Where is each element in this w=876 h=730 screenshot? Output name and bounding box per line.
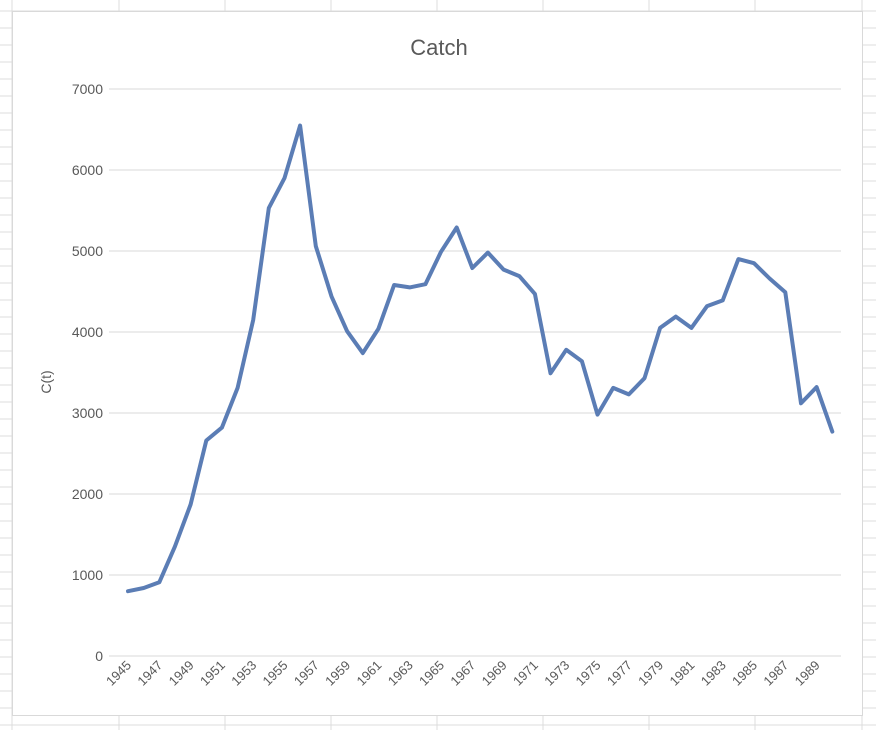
x-tick-label: 1987: [760, 658, 791, 689]
y-tick-label: 3000: [72, 405, 103, 421]
x-tick-label: 1953: [228, 658, 259, 689]
y-tick-label: 6000: [72, 162, 103, 178]
y-tick-label: 5000: [72, 243, 103, 259]
x-tick-label: 1977: [604, 658, 635, 689]
x-tick-label: 1963: [385, 658, 416, 689]
x-tick-label: 1975: [573, 658, 604, 689]
x-tick-label: 1971: [510, 658, 541, 689]
x-tick-label: 1955: [260, 658, 291, 689]
x-tick-label: 1965: [416, 658, 447, 689]
y-axis-tick-labels: 0 1000 2000 3000 4000 5000 6000 7000: [72, 81, 103, 664]
x-tick-label: 1949: [166, 658, 197, 689]
gridlines: [109, 88, 841, 657]
y-tick-label: 0: [95, 648, 103, 664]
y-axis-label: C(t): [38, 370, 54, 393]
series-layer: [126, 123, 835, 594]
y-tick-label: 2000: [72, 486, 103, 502]
chart-title: Catch: [410, 35, 467, 60]
x-tick-label: 1959: [322, 658, 353, 689]
series-line-catch: [126, 123, 835, 594]
y-tick-label: 7000: [72, 81, 103, 97]
x-tick-label: 1981: [666, 658, 697, 689]
x-tick-label: 1969: [479, 658, 510, 689]
x-tick-label: 1961: [353, 658, 384, 689]
x-tick-label: 1945: [103, 658, 134, 689]
x-tick-label: 1951: [197, 658, 228, 689]
chart-area[interactable]: 0 1000 2000 3000 4000 5000 6000 7000 1945 1947 19…: [12, 11, 863, 716]
x-axis-tick-labels: 1945 1947 1949 1951 1953 1955 1957 1959 1961 1963…: [103, 658, 823, 689]
x-tick-label: 1989: [792, 658, 823, 689]
x-tick-label: 1983: [698, 658, 729, 689]
y-tick-label: 4000: [72, 324, 103, 340]
x-tick-label: 1973: [541, 658, 572, 689]
x-tick-label: 1957: [291, 658, 322, 689]
x-tick-label: 1985: [729, 658, 760, 689]
y-tick-label: 1000: [72, 567, 103, 583]
x-tick-label: 1967: [447, 658, 478, 689]
x-tick-label: 1947: [134, 658, 165, 689]
x-tick-label: 1979: [635, 658, 666, 689]
